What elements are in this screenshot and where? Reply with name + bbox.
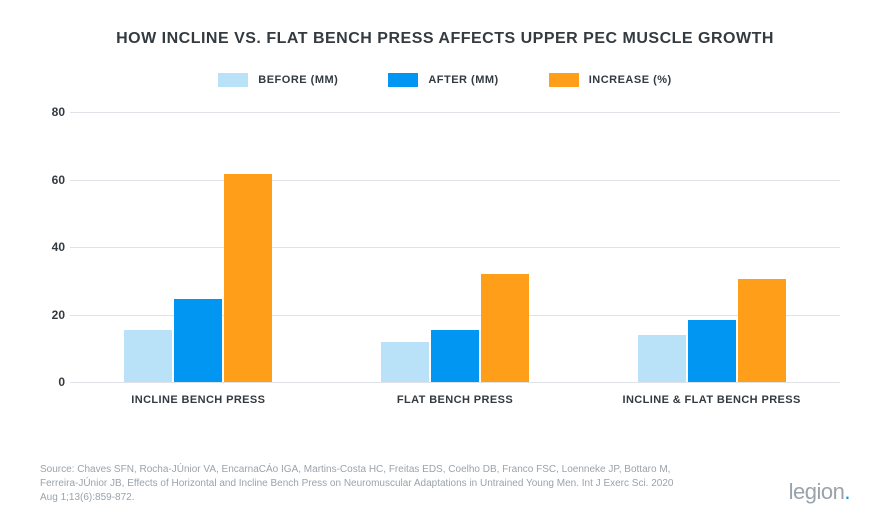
bar-after	[174, 299, 222, 382]
legend-label: AFTER (MM)	[428, 74, 498, 86]
bar-increase	[481, 274, 529, 382]
plot-area: 80 60 40 20 0	[70, 112, 840, 382]
grid-line	[70, 382, 840, 383]
bar-increase	[738, 279, 786, 382]
source-citation: Source: Chaves SFN, Rocha-JÚnior VA, Enc…	[40, 463, 680, 505]
chart-container: HOW INCLINE VS. FLAT BENCH PRESS AFFECTS…	[0, 0, 890, 523]
footer: Source: Chaves SFN, Rocha-JÚnior VA, Enc…	[40, 463, 850, 505]
y-tick-label: 40	[40, 240, 65, 254]
x-tick-label: INCLINE & FLAT BENCH PRESS	[622, 394, 802, 406]
bar-group	[108, 174, 288, 382]
swatch-before	[218, 73, 248, 87]
bar-after	[431, 330, 479, 382]
chart-title: HOW INCLINE VS. FLAT BENCH PRESS AFFECTS…	[40, 30, 850, 48]
y-tick-label: 60	[40, 173, 65, 187]
bar-group	[365, 274, 545, 382]
brand-text: legion	[789, 479, 845, 504]
bar-before	[638, 335, 686, 382]
y-tick-label: 80	[40, 105, 65, 119]
legend-item-before: BEFORE (MM)	[218, 73, 338, 87]
legend: BEFORE (MM) AFTER (MM) INCREASE (%)	[40, 73, 850, 87]
legend-label: BEFORE (MM)	[258, 74, 338, 86]
brand-logo: legion.	[789, 479, 850, 505]
bar-before	[124, 330, 172, 382]
bar-after	[688, 320, 736, 382]
brand-dot-icon: .	[844, 479, 850, 504]
bar-increase	[224, 174, 272, 382]
bar-group	[622, 279, 802, 382]
bar-before	[381, 342, 429, 383]
x-tick-label: INCLINE BENCH PRESS	[108, 394, 288, 406]
legend-label: INCREASE (%)	[589, 74, 672, 86]
y-tick-label: 0	[40, 375, 65, 389]
x-tick-label: FLAT BENCH PRESS	[365, 394, 545, 406]
x-axis-labels: INCLINE BENCH PRESS FLAT BENCH PRESS INC…	[70, 394, 840, 406]
y-tick-label: 20	[40, 308, 65, 322]
bar-groups	[70, 112, 840, 382]
swatch-increase	[549, 73, 579, 87]
legend-item-after: AFTER (MM)	[388, 73, 498, 87]
swatch-after	[388, 73, 418, 87]
legend-item-increase: INCREASE (%)	[549, 73, 672, 87]
